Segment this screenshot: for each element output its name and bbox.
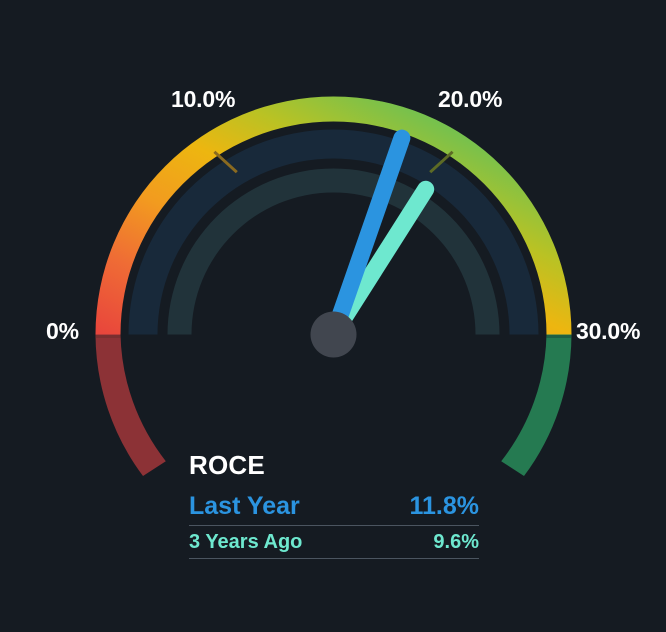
tick-mark-10 xyxy=(213,150,238,174)
gauge-tail-below-zero xyxy=(95,334,166,476)
gauge-tail-above-max xyxy=(501,334,572,476)
legend-row-last-year: Last Year 11.8% xyxy=(189,492,479,526)
chart-title: ROCE xyxy=(189,450,265,480)
axis-label-0: 0% xyxy=(46,318,79,344)
axis-label-20: 20.0% xyxy=(438,86,503,112)
track-arc-last-year xyxy=(128,129,539,335)
needle-last-year xyxy=(325,129,411,343)
gauge-scale-arc xyxy=(95,96,572,335)
legend-label-three-years-ago: 3 Years Ago xyxy=(189,530,303,553)
axis-label-10: 10.0% xyxy=(171,86,236,112)
axis-label-30: 30.0% xyxy=(576,318,641,344)
legend-value-three-years-ago: 9.6% xyxy=(433,530,479,553)
tick-mark-20 xyxy=(429,150,454,174)
legend-row-three-years-ago: 3 Years Ago 9.6% xyxy=(189,531,479,559)
legend-value-last-year: 11.8% xyxy=(409,492,479,520)
legend-label-last-year: Last Year xyxy=(189,492,300,520)
legend: ROCE Last Year 11.8% 3 Years Ago 9.6% xyxy=(189,452,479,564)
needle-hub xyxy=(310,311,357,358)
